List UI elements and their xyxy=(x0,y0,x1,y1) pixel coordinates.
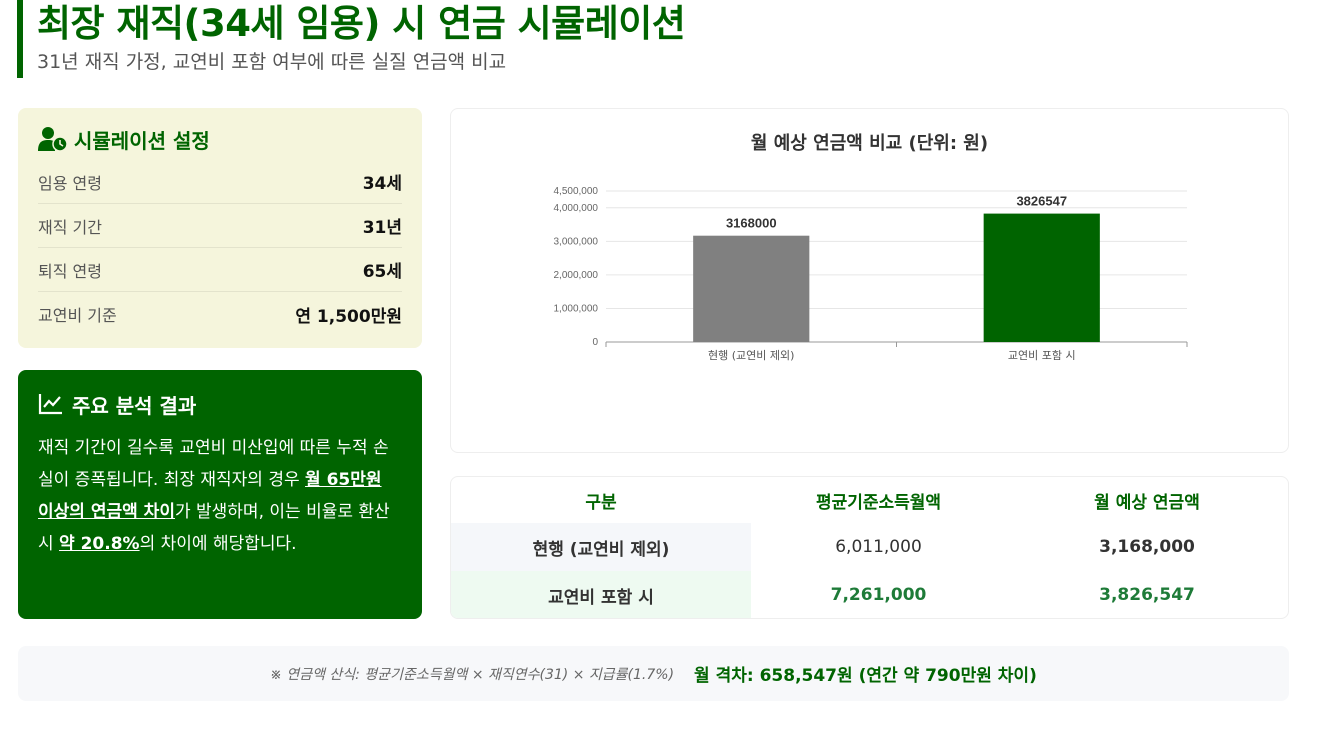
chart-title: 월 예상 연금액 비교 (단위: 원) xyxy=(750,133,989,154)
analysis-text-part: 의 차이에 해당합니다. xyxy=(139,534,297,554)
analysis-text-part: 재직 기간이 길수록 교연비 미산입에 따른 누적 손실이 증폭됩니다. 최장 … xyxy=(38,438,389,490)
table-cell: 3,168,000 xyxy=(1099,537,1195,557)
analysis-title: 주요 분석 결과 xyxy=(72,393,197,418)
setting-row: 재직 기간 31년 xyxy=(38,204,402,248)
setting-label: 퇴직 연령 xyxy=(38,261,102,281)
x-tick-label: 교연비 포함 시 xyxy=(1008,349,1076,362)
y-tick-label: 0 xyxy=(592,337,598,348)
table-cell: 3,826,547 xyxy=(1099,585,1195,605)
simulation-settings-card: 시뮬레이션 설정 임용 연령 34세 재직 기간 31년 퇴직 연령 65세 교… xyxy=(18,108,422,348)
table-cell: 6,011,000 xyxy=(835,537,922,557)
footer-summary: ※ 연금액 산식: 평균기준소득월액 × 재직연수(31) × 지급률(1.7%… xyxy=(18,646,1289,701)
column-header: 월 예상 연금액 xyxy=(1094,492,1200,513)
pension-bar-chart: 0 1,000,000 2,000,000 3,000,000 4,000,000 4,5… xyxy=(554,186,1188,362)
column-header: 구분 xyxy=(585,492,617,513)
bar-value-label: 3168000 xyxy=(726,216,777,231)
analysis-text-part: 가 발생하며, 이는 비율로 환산 시 xyxy=(38,502,390,554)
y-tick-label: 4,000,000 xyxy=(554,203,599,214)
line-chart-icon xyxy=(38,394,62,415)
y-tick-label: 4,500,000 xyxy=(554,186,599,197)
user-clock-icon xyxy=(38,127,68,152)
bar xyxy=(693,235,810,342)
analysis-highlight: 월 65만원 이상의 연금액 차이 xyxy=(38,470,382,522)
y-tick-label: 1,000,000 xyxy=(554,303,599,314)
setting-label: 교연비 기준 xyxy=(38,306,117,325)
analysis-text: 재직 기간이 길수록 교연비 미산입에 따른 누적 손실이 증폭됩니다. 최장 … xyxy=(38,432,402,560)
setting-row: 퇴직 연령 65세 xyxy=(38,248,402,292)
pension-chart-card: 월 예상 연금액 비교 (단위: 원) 0 1,000,000 2,000,000 3… xyxy=(450,108,1289,453)
y-tick-label: 3,000,000 xyxy=(554,236,599,247)
setting-value: 31년 xyxy=(362,218,402,238)
pension-formula: ※ 연금액 산식: 평균기준소득월액 × 재직연수(31) × 지급률(1.7%… xyxy=(270,666,675,683)
page-header: 최장 재직(34세 임용) 시 연금 시뮬레이션 31년 재직 가정, 교연비 … xyxy=(17,0,686,78)
setting-label: 재직 기간 xyxy=(38,217,102,237)
table-row: 교연비 포함 시 7,261,000 3,826,547 xyxy=(451,571,1288,618)
comparison-table-card: 구분 평균기준소득월액 월 예상 연금액 현행 (교연비 제외) 6,011,0… xyxy=(450,476,1289,619)
setting-row: 교연비 기준 연 1,500만원 xyxy=(38,292,402,336)
settings-title: 시뮬레이션 설정 xyxy=(74,128,210,153)
page-subtitle: 31년 재직 가정, 교연비 포함 여부에 따른 실질 연금액 비교 xyxy=(37,51,507,73)
page-title: 최장 재직(34세 임용) 시 연금 시뮬레이션 xyxy=(37,2,686,45)
monthly-difference: 월 격차: 658,547원 (연간 약 790만원 차이) xyxy=(694,666,1037,686)
analysis-card: 주요 분석 결과 재직 기간이 길수록 교연비 미산입에 따른 누적 손실이 증… xyxy=(18,370,422,619)
analysis-highlight: 약 20.8% xyxy=(59,534,140,554)
setting-value: 연 1,500만원 xyxy=(295,306,402,327)
setting-row: 임용 연령 34세 xyxy=(38,160,402,204)
x-tick-label: 현행 (교연비 제외) xyxy=(708,349,794,362)
analysis-header: 주요 분석 결과 xyxy=(38,388,402,420)
comparison-table: 구분 평균기준소득월액 월 예상 연금액 현행 (교연비 제외) 6,011,0… xyxy=(451,477,1288,618)
table-cell: 교연비 포함 시 xyxy=(451,571,751,618)
setting-label: 임용 연령 xyxy=(38,173,102,193)
table-header-row: 구분 평균기준소득월액 월 예상 연금액 xyxy=(451,477,1288,523)
table-row: 현행 (교연비 제외) 6,011,000 3,168,000 xyxy=(451,523,1288,571)
table-cell: 현행 (교연비 제외) xyxy=(451,523,751,571)
y-tick-label: 2,000,000 xyxy=(554,270,599,281)
table-cell: 7,261,000 xyxy=(830,585,927,605)
settings-header: 시뮬레이션 설정 xyxy=(38,122,402,156)
setting-value: 34세 xyxy=(362,174,402,194)
column-header: 평균기준소득월액 xyxy=(815,492,942,513)
bar xyxy=(983,213,1100,342)
bar-value-label: 3826547 xyxy=(1016,194,1067,209)
setting-value: 65세 xyxy=(362,262,402,282)
